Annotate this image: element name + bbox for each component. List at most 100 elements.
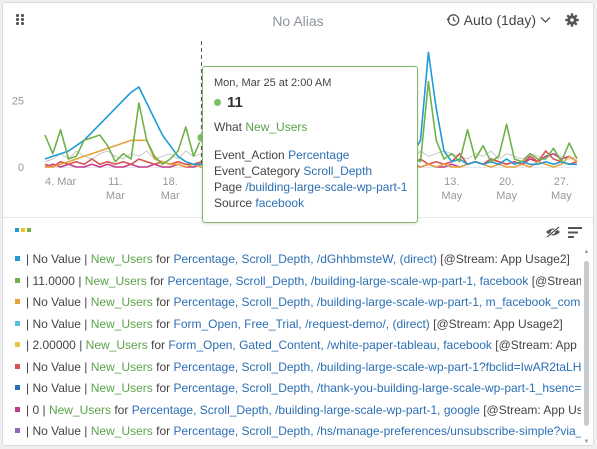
tooltip-prop-value: Scroll_Depth xyxy=(303,164,373,178)
row-value: No Value xyxy=(32,252,81,266)
row-metric: New_Users xyxy=(90,424,153,438)
list-item[interactable]: | 2.00000 | New_Users for Form_Open, Gat… xyxy=(3,335,581,357)
sort-lines-icon[interactable] xyxy=(568,227,582,238)
widget-header: No Alias Auto (1day) xyxy=(3,3,593,39)
row-separator: | xyxy=(84,316,88,331)
series-swatch-icon xyxy=(15,406,20,412)
x-tick-label: 4. Mar xyxy=(45,176,77,188)
row-value: No Value xyxy=(32,359,81,374)
row-metric: New_Users xyxy=(90,359,153,374)
chevron-down-icon xyxy=(540,17,551,23)
scrollbar[interactable]: ▲ ▼ xyxy=(582,249,591,445)
tooltip-prop-key: Source xyxy=(214,196,253,210)
row-separator: | xyxy=(42,402,46,417)
list-item[interactable]: | No Value | New_Users for Percentage, S… xyxy=(3,378,581,400)
row-metric: New_Users xyxy=(90,295,153,309)
tooltip-prop-value: facebook xyxy=(255,196,305,210)
row-properties: Percentage, Scroll_Depth, /building-larg… xyxy=(131,402,480,417)
series-list: | No Value | New_Users for Percentage, S… xyxy=(3,249,581,445)
row-connector: for xyxy=(156,359,171,374)
legend-swatch-icon xyxy=(21,228,25,232)
list-item[interactable]: | No Value | New_Users for Form_Open, Fr… xyxy=(3,314,581,336)
x-tick-label: Mar xyxy=(106,190,125,202)
list-item[interactable]: | No Value | New_Users for Percentage, S… xyxy=(3,421,581,443)
tooltip-prop-key: Event_Category xyxy=(214,164,301,178)
tooltip-date: Mon, Mar 25 at 2:00 AM xyxy=(214,77,332,89)
row-connector: for xyxy=(156,295,171,309)
row-connector: for xyxy=(156,424,171,438)
legend-color-icon xyxy=(15,228,31,232)
row-properties: Percentage, Scroll_Depth, /building-larg… xyxy=(167,273,529,288)
widget-title: No Alias xyxy=(272,13,324,29)
list-item[interactable]: | 11.0000 | New_Users for Percentage, Sc… xyxy=(3,271,581,293)
row-stream: [@Stream: App Usage2] xyxy=(531,273,581,288)
row-separator: | xyxy=(78,273,82,288)
row-properties: Percentage, Scroll_Depth, /building-larg… xyxy=(173,359,581,374)
series-swatch-icon xyxy=(15,256,20,261)
scrollbar-thumb[interactable] xyxy=(584,261,589,426)
rollup-label: Auto (1day) xyxy=(463,12,536,28)
row-metric: New_Users xyxy=(90,316,153,331)
tooltip-prop-value: /building-large-scale-wp-part-1 xyxy=(245,180,408,194)
row-separator: | xyxy=(84,252,88,266)
row-separator: | xyxy=(26,359,30,374)
list-item[interactable]: | 0 | New_Users for Percentage, Scroll_D… xyxy=(3,443,581,446)
series-swatch-icon xyxy=(15,428,20,433)
row-stream: [@Stream: App Usage2] xyxy=(440,252,570,266)
drag-handle-icon[interactable] xyxy=(16,14,26,26)
scroll-down-icon[interactable]: ▼ xyxy=(583,439,590,445)
x-tick-label: 11. xyxy=(108,176,122,188)
row-metric: New_Users xyxy=(90,252,153,266)
row-separator: | xyxy=(26,338,30,352)
row-value: 11.0000 xyxy=(32,273,75,288)
row-separator: | xyxy=(26,252,30,266)
list-item[interactable]: | 0 | New_Users for Percentage, Scroll_D… xyxy=(3,400,581,422)
row-separator: | xyxy=(26,316,30,331)
tooltip-what: What New_Users xyxy=(214,119,406,135)
row-separator: | xyxy=(84,424,88,438)
row-properties: Percentage, Scroll_Depth, /building-larg… xyxy=(173,295,581,309)
scroll-up-icon[interactable]: ▲ xyxy=(583,249,590,255)
row-separator: | xyxy=(79,338,83,352)
tooltip-what-value: New_Users xyxy=(245,120,308,134)
row-properties: Percentage, Scroll_Depth, /hs/manage-pre… xyxy=(173,424,581,438)
row-properties: Percentage, Scroll_Depth, /thank-you-bui… xyxy=(173,381,581,395)
list-item[interactable]: | No Value | New_Users for Percentage, S… xyxy=(3,292,581,314)
x-tick-label: 13. xyxy=(444,176,459,188)
gear-icon[interactable] xyxy=(565,13,579,27)
list-item[interactable]: | No Value | New_Users for Percentage, S… xyxy=(3,249,581,271)
row-separator: | xyxy=(26,273,30,288)
legend-toolbar xyxy=(3,221,593,247)
row-value: No Value xyxy=(32,316,81,331)
row-value: No Value xyxy=(32,424,81,438)
series-swatch-icon xyxy=(15,363,20,369)
legend-swatch-icon xyxy=(27,228,31,232)
tooltip-value-number: 11 xyxy=(227,94,243,111)
series-swatch-icon xyxy=(15,385,20,390)
row-value: No Value xyxy=(32,381,81,395)
row-stream: [@Stream: App Usage2] xyxy=(495,338,581,352)
x-tick-label: May xyxy=(441,190,462,202)
row-separator: | xyxy=(84,381,88,395)
row-separator: | xyxy=(26,295,30,309)
row-properties: Form_Open, Gated_Content, /white-paper-t… xyxy=(168,338,492,352)
row-separator: | xyxy=(84,359,88,374)
row-separator: | xyxy=(26,402,30,417)
row-stream: [@Stream: App Usage2] xyxy=(483,402,581,417)
x-tick-label: 20. xyxy=(499,176,514,188)
row-properties: Percentage, Scroll_Depth, /dGhhbmsteW, (… xyxy=(173,252,437,266)
rollup-dropdown[interactable]: Auto (1day) xyxy=(446,12,551,28)
tooltip-prop-value: Percentage xyxy=(288,148,350,162)
chart-tooltip: Mon, Mar 25 at 2:00 AM 11 What New_Users… xyxy=(202,66,418,223)
x-tick-label: May xyxy=(496,190,517,202)
series-swatch-icon xyxy=(15,299,20,304)
row-metric: New_Users xyxy=(48,402,111,417)
list-item[interactable]: | No Value | New_Users for Percentage, S… xyxy=(3,357,581,379)
row-separator: | xyxy=(26,424,30,438)
row-value: No Value xyxy=(32,295,81,309)
tooltip-prop: Page /building-large-scale-wp-part-1 xyxy=(214,179,408,195)
eye-hidden-icon[interactable] xyxy=(545,226,561,238)
y-tick-label: 25 xyxy=(12,95,24,107)
series-swatch-icon xyxy=(15,342,20,347)
tooltip-prop-key: Page xyxy=(214,180,243,194)
